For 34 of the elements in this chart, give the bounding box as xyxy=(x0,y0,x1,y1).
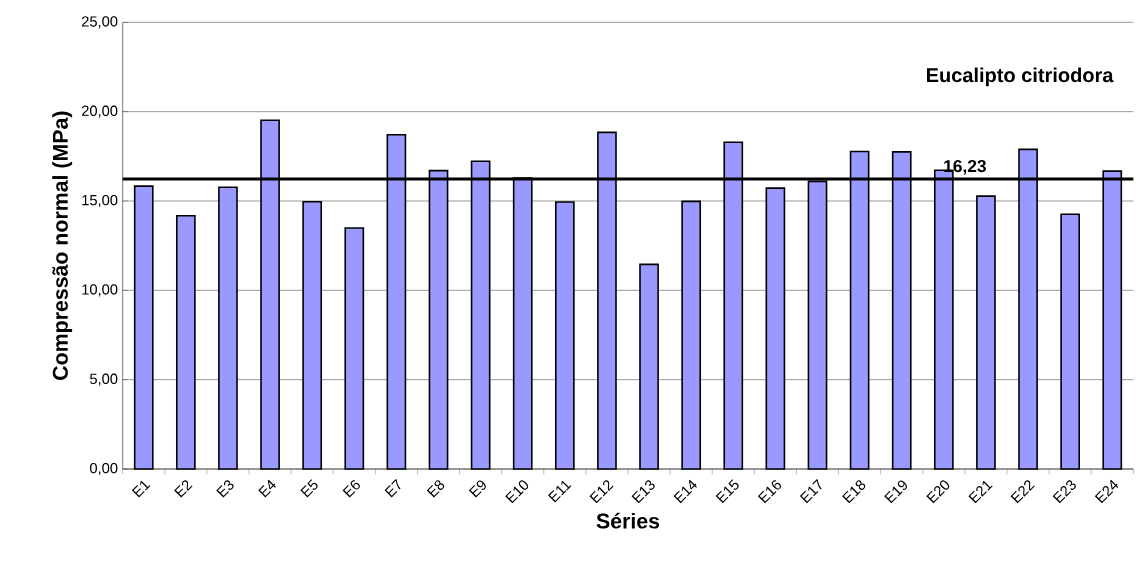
x-tick-label: E2 xyxy=(174,480,193,498)
x-tick-label: E20 xyxy=(926,480,950,504)
x-tick-label: E5 xyxy=(300,479,318,498)
x-tick-label: E24 xyxy=(1094,479,1119,504)
x-tick-label: E22 xyxy=(1010,480,1035,504)
x-tick-label: E7 xyxy=(384,478,401,498)
x-tick-label: E12 xyxy=(589,480,614,504)
y-tick-label: 5,00 xyxy=(90,373,118,386)
x-tick-label: E17 xyxy=(799,478,822,504)
y-tick-label: 20,00 xyxy=(82,105,118,118)
x-tick-label: E14 xyxy=(673,479,698,504)
text: Eucalipto citriodora xyxy=(927,67,1114,87)
x-tick-label: E10 xyxy=(505,480,529,504)
x-tick-label: E16 xyxy=(757,480,781,504)
x-tick-label: E4 xyxy=(258,479,276,498)
y-tick-label: 25,00 xyxy=(82,16,118,29)
x-tick-label: E8 xyxy=(426,480,445,498)
x-tick-label: E15 xyxy=(715,479,739,504)
x-tick-label: E21 xyxy=(968,480,993,504)
x-tick-label: E13 xyxy=(631,480,655,504)
y-axis-title: Compressão normal (MPa) xyxy=(52,111,73,380)
y-tick-label: 15,00 xyxy=(82,194,118,208)
y-tick-label: 0,00 xyxy=(89,462,118,476)
x-tick-label: E1 xyxy=(131,480,151,498)
x-tick-label: E3 xyxy=(216,480,234,498)
ref-line-label: 16,23 xyxy=(944,159,986,175)
x-tick-label: E11 xyxy=(548,480,572,503)
x-tick-label: E19 xyxy=(884,480,907,504)
x-axis-title: Séries xyxy=(596,512,660,529)
x-tick-label: E6 xyxy=(342,480,360,498)
y-tick-label: 10,00 xyxy=(82,284,118,297)
x-tick-label: E18 xyxy=(842,480,866,504)
x-tick-label: E9 xyxy=(468,480,486,498)
x-tick-label: E23 xyxy=(1052,480,1076,504)
